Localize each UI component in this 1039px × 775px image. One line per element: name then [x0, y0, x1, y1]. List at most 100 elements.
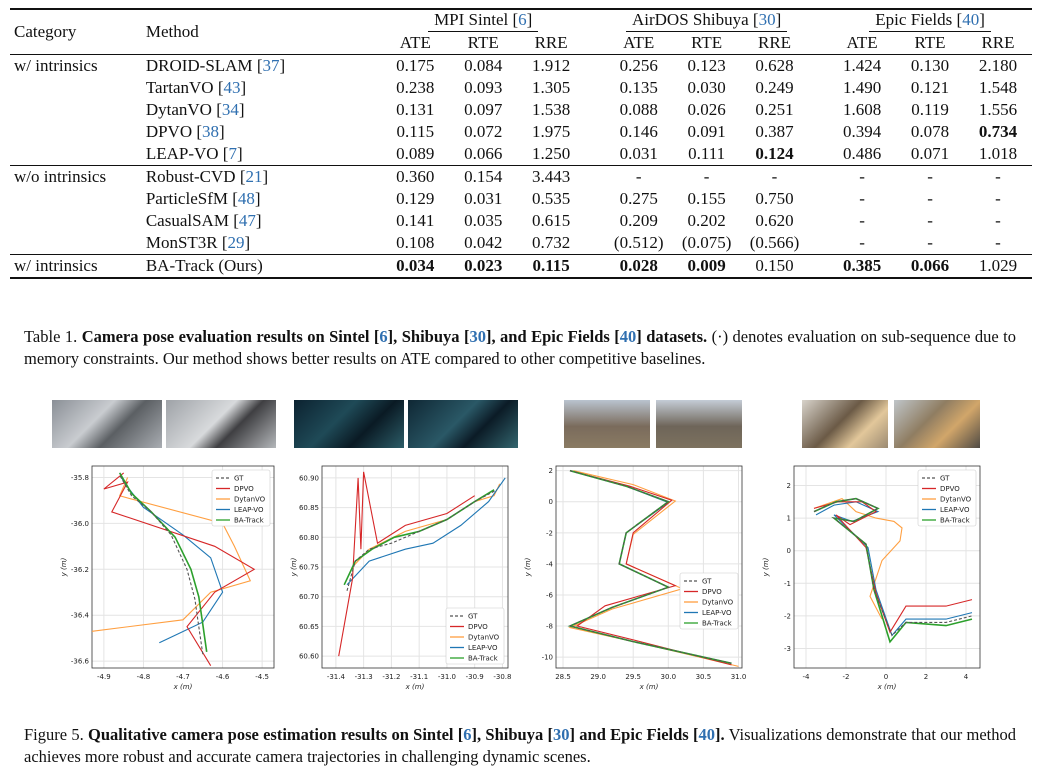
trajectory-plot-sintel-2: -31.4 -31.3 -31.2 -31.1 -31.0 -30.9 -30.8 60.90…	[288, 460, 514, 696]
y-tick-label: -2	[546, 529, 553, 537]
sintel-frame-image	[52, 400, 162, 448]
legend-label: DPVO	[234, 485, 254, 493]
citation[interactable]: 6	[463, 725, 472, 744]
x-tick-label: 2	[924, 673, 928, 681]
category-cell	[10, 232, 146, 255]
citation[interactable]: 29	[227, 233, 245, 252]
table-row: DytanVO [34] 0.131 0.097 1.538 0.088 0.026 0.2…	[10, 99, 1032, 121]
value-cell: 0.093	[464, 78, 503, 97]
citation[interactable]: 7	[228, 144, 237, 163]
table-caption: Table 1. Camera pose evaluation results …	[24, 326, 1016, 370]
series-line-ba-track	[567, 469, 732, 665]
table-row: LEAP-VO [7] 0.089 0.066 1.250 0.031 0.111 0.12…	[10, 143, 1032, 166]
citation[interactable]: 30	[553, 725, 570, 744]
value-cell: 1.250	[531, 144, 571, 163]
plot-svg: -31.4 -31.3 -31.2 -31.1 -31.0 -30.9 -30.8 60.90…	[290, 465, 512, 691]
legend-box	[445, 607, 505, 665]
method-cell: DPVO [38]	[145, 122, 225, 141]
citation[interactable]: 37	[262, 56, 280, 75]
legend-label: GT	[468, 613, 478, 621]
y-tick-label: -36.6	[71, 658, 90, 666]
x-axis-label: x (m)	[405, 683, 425, 691]
table-row: MonST3R [29] 0.108 0.042 0.732 (0.512) (0.075…	[10, 232, 1032, 255]
value-cell: 0.135	[619, 78, 658, 97]
value-cell: -	[859, 211, 865, 230]
x-tick-label: -4.9	[97, 673, 111, 681]
method-cell: MonST3R [29]	[145, 233, 251, 252]
citation[interactable]: 21	[245, 167, 263, 186]
y-tick-label: -36.0	[71, 520, 89, 528]
caption-bold: ] and Epic Fields [	[569, 725, 699, 744]
table-body: w/ intrinsics DROID-SLAM [37] 0.175 0.084 1.…	[10, 54, 1032, 278]
x-axis-label: x (m)	[173, 683, 193, 691]
method-name: MonST3R	[145, 233, 218, 252]
citation[interactable]: 30	[469, 327, 486, 346]
series-line-gt	[813, 498, 973, 637]
citation[interactable]: 43	[223, 78, 241, 97]
value-cell: 0.088	[619, 100, 658, 119]
y-tick-label: 60.85	[299, 504, 319, 512]
plot-svg: -4.9 -4.8 -4.7 -4.6 -4.5 -35.8 -36.0 -36.2 -36.4…	[60, 465, 275, 691]
value-cell: -	[859, 167, 865, 186]
method-name: TartanVO	[145, 78, 214, 97]
y-axis-label: y (m)	[762, 557, 770, 577]
y-tick-label: -6	[546, 591, 554, 599]
method-name: LEAP-VO	[145, 144, 219, 163]
table-row: w/ intrinsics BA-Track (Ours) 0.034 0.023 0.…	[10, 254, 1032, 278]
value-cell: 0.734	[978, 122, 1018, 141]
legend-label: GT	[940, 475, 950, 483]
y-tick-label: 2	[787, 482, 791, 490]
citation[interactable]: 40	[698, 725, 716, 744]
citation[interactable]: 48	[237, 189, 255, 208]
group-name: Epic Fields	[875, 10, 953, 29]
caption-label: Figure 5.	[24, 725, 84, 744]
header-metric: RTE	[467, 33, 499, 52]
x-tick-label: -31.3	[355, 673, 373, 681]
results-table: Category Method MPI Sintel [6] AirDOS Sh…	[10, 8, 1032, 279]
value-cell: 0.023	[464, 256, 503, 275]
citation[interactable]: 30	[758, 10, 776, 29]
citation[interactable]: 6	[518, 10, 527, 29]
citation[interactable]: 40	[619, 327, 637, 346]
shibuya-frame-image	[656, 400, 742, 448]
x-tick-label: 28.5	[555, 673, 571, 681]
x-tick-label: -2	[843, 673, 850, 681]
value-cell: 0.175	[396, 56, 435, 75]
trajectory-plot-epic: -4 -2 0 2 4 2 1 0 -1 -2 -3 x (m) y (m) GT DPVO DytanVO L…	[760, 460, 986, 696]
y-axis-label: y (m)	[524, 557, 532, 577]
citation[interactable]: 40	[962, 10, 980, 29]
x-tick-label: 30.0	[661, 673, 677, 681]
caption-bold: ], and Epic Fields [	[485, 327, 620, 346]
value-cell: 1.912	[531, 56, 571, 75]
x-tick-label: 29.5	[625, 673, 641, 681]
x-tick-label: 4	[964, 673, 969, 681]
table-row: w/ intrinsics DROID-SLAM [37] 0.175 0.084 1.…	[10, 54, 1032, 78]
value-cell: -	[927, 167, 933, 186]
table-row: ParticleSfM [48] 0.129 0.031 0.535 0.275 0.15…	[10, 188, 1032, 210]
series-line-gt	[346, 489, 498, 591]
y-tick-label: 0	[549, 498, 553, 506]
value-cell: -	[703, 167, 710, 186]
value-cell: 0.119	[911, 100, 949, 119]
header-group-shibuya: AirDOS Shibuya [30]	[605, 9, 809, 32]
category-cell: w/o intrinsics	[14, 167, 107, 186]
value-cell: 0.535	[531, 189, 571, 208]
citation[interactable]: 47	[238, 211, 256, 230]
citation[interactable]: 6	[379, 327, 388, 346]
citation[interactable]: 38	[202, 122, 220, 141]
value-cell: 0.238	[396, 78, 435, 97]
method-cell: ParticleSfM [48]	[145, 189, 261, 208]
x-tick-label: -31.2	[382, 673, 400, 681]
x-axis-label: x (m)	[877, 683, 897, 691]
method-cell: LEAP-VO [7]	[145, 144, 243, 163]
value-cell: -	[771, 167, 778, 186]
value-cell: 0.146	[619, 122, 658, 141]
group-name: AirDOS Shibuya	[631, 10, 749, 29]
legend-label: DytanVO	[702, 599, 734, 607]
series-line-gt	[568, 470, 732, 664]
value-cell: 0.084	[464, 56, 503, 75]
legend-label: GT	[234, 475, 244, 483]
series-line-gt	[119, 474, 204, 655]
citation[interactable]: 34	[221, 100, 239, 119]
y-tick-label: 60.90	[299, 474, 319, 482]
